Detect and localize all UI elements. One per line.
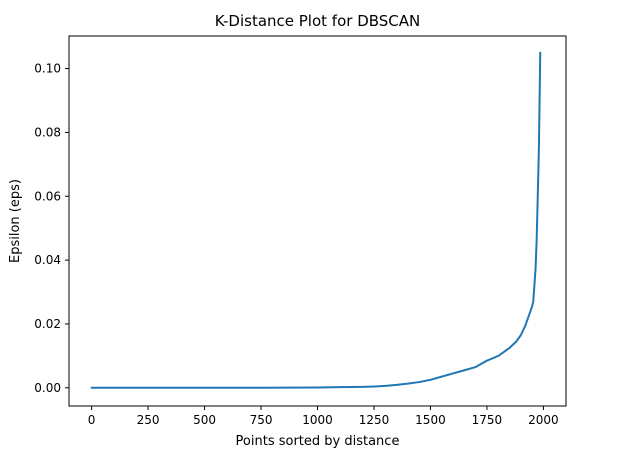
x-tick-label: 1500 [415, 413, 446, 427]
x-axis-ticks: 0 250 500 750 1000 1250 1500 1750 2000 [88, 406, 559, 427]
x-tick-label: 1000 [302, 413, 333, 427]
x-tick-label: 2000 [528, 413, 559, 427]
y-tick-label: 0.06 [34, 189, 61, 203]
y-tick-label: 0.04 [34, 253, 61, 267]
series-layer [90, 51, 542, 389]
x-tick-label: 750 [250, 413, 273, 427]
y-axis-ticks: 0.00 0.02 0.04 0.06 0.08 0.10 [34, 62, 69, 395]
x-tick-label: 1250 [359, 413, 390, 427]
x-tick-label: 1750 [472, 413, 503, 427]
x-tick-label: 250 [137, 413, 160, 427]
x-tick-label: 500 [193, 413, 216, 427]
y-axis-label: Epsilon (eps) [8, 179, 23, 263]
y-tick-label: 0.00 [34, 381, 61, 395]
y-tick-label: 0.10 [34, 62, 61, 76]
x-axis-label: Points sorted by distance [236, 434, 400, 449]
plot-background [69, 36, 566, 406]
chart-title: K-Distance Plot for DBSCAN [215, 12, 421, 30]
plot-frame [68, 35, 567, 407]
series-line-0 [90, 51, 542, 389]
y-tick-label: 0.08 [34, 125, 61, 139]
y-tick-label: 0.02 [34, 317, 61, 331]
x-tick-label: 0 [88, 413, 96, 427]
